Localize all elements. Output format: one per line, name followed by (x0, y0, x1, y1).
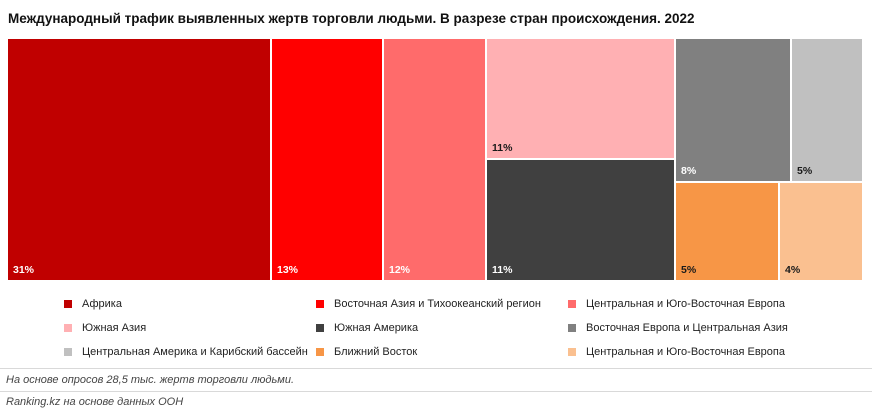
treemap-tile-5: 11% (487, 160, 674, 280)
treemap-tile-label: 11% (492, 264, 513, 276)
treemap-tile-label: 4% (785, 264, 801, 276)
survey-footnote: На основе опросов 28,5 тыс. жертв торгов… (6, 374, 295, 386)
treemap-tile-label: 13% (277, 264, 299, 276)
treemap-tile-9: 4% (780, 183, 862, 280)
treemap-tile-rect (384, 39, 485, 280)
treemap-tile-label: 5% (797, 165, 813, 177)
treemap-tile-rect (780, 183, 862, 280)
treemap-tile-label: 5% (681, 264, 697, 276)
treemap-tile-rect (676, 183, 778, 280)
treemap-tile-7: 5% (792, 39, 862, 181)
treemap-tile-rect (487, 39, 674, 158)
treemap-tile-rect (792, 39, 862, 181)
treemap-tile-4: 11% (487, 39, 674, 158)
footer-divider (0, 368, 872, 369)
treemap-tile-8: 5% (676, 183, 778, 280)
treemap-tile-rect (272, 39, 382, 280)
treemap-tile-label: 8% (681, 165, 697, 177)
treemap-tile-rect (8, 39, 270, 280)
treemap-tile-label: 11% (492, 142, 513, 154)
treemap-tile-label: 12% (389, 264, 411, 276)
treemap-tile-3: 12% (384, 39, 485, 280)
treemap-tile-rect (676, 39, 790, 181)
treemap-tile-2: 13% (272, 39, 382, 280)
treemap-tile-1: 31% (8, 39, 270, 280)
treemap-tile-label: 31% (13, 264, 35, 276)
treemap-tile-6: 8% (676, 39, 790, 181)
treemap-tile-rect (487, 160, 674, 280)
source-divider (0, 391, 872, 392)
source-footnote: Ranking.kz на основе данных ООН (6, 396, 184, 408)
chart-title: Международный трафик выявленных жертв то… (8, 11, 695, 26)
